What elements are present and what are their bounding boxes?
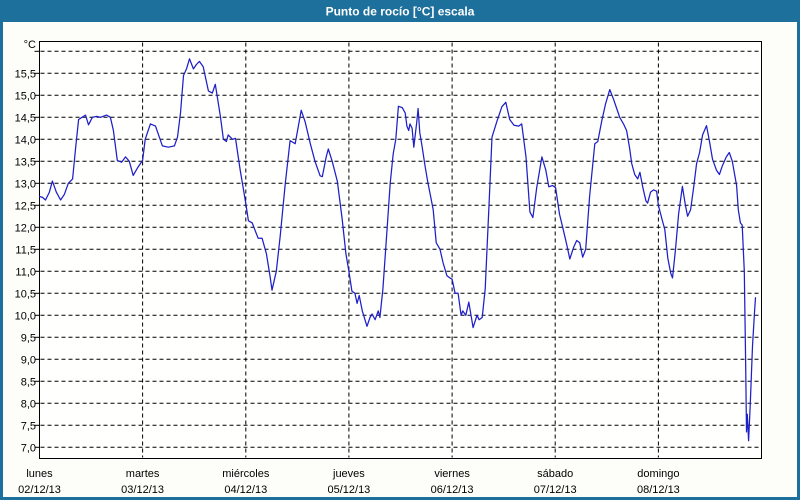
y-tick-label: 12,5 [15, 200, 36, 212]
day-date-label: 02/12/13 [18, 484, 61, 496]
day-date-label: 06/12/13 [431, 484, 474, 496]
y-tick-label: 7,0 [21, 442, 36, 454]
y-tick-label: 15,5 [15, 68, 36, 80]
plot-area [39, 41, 762, 459]
horizontal-gridlines [40, 50, 761, 448]
day-date-label: 08/12/13 [637, 484, 680, 496]
day-name-label: domingo [637, 468, 679, 480]
y-tick-label: 12,0 [15, 222, 36, 234]
y-axis-unit-label: °C [24, 39, 36, 51]
y-tick-label: 14,5 [15, 112, 36, 124]
day-name-label: jueves [332, 468, 365, 480]
y-tick-label: 11,5 [15, 244, 36, 256]
window-title: Punto de rocío [°C] escala [326, 5, 475, 19]
day-date-label: 07/12/13 [534, 484, 577, 496]
day-date-label: 05/12/13 [327, 484, 370, 496]
y-tick-label: 8,0 [21, 398, 36, 410]
y-tick-label: 15,0 [15, 90, 36, 102]
y-tick-label: 11,0 [15, 266, 36, 278]
day-name-label: viernes [434, 468, 470, 480]
y-tick-label: 13,0 [15, 178, 36, 190]
y-axis-labels: 15,5 15,0 14,5 14,0 13,5 13,0 12,5 12,0 11,5 11,0… [15, 68, 36, 454]
vertical-gridlines [142, 42, 659, 458]
x-axis-labels: lunes 02/12/13 martes 03/12/13 miércoles 04/1… [18, 468, 680, 496]
dewpoint-line [38, 58, 757, 442]
y-tick-label: 14,0 [15, 134, 36, 146]
title-bar [0, 0, 800, 22]
day-date-label: 04/12/13 [224, 484, 267, 496]
day-name-label: miércoles [222, 468, 270, 480]
y-tick-label: 9,0 [21, 354, 36, 366]
y-tick-label: 9,5 [21, 332, 36, 344]
day-name-label: sábado [537, 468, 573, 480]
day-date-label: 03/12/13 [121, 484, 164, 496]
y-tick-label: 10,5 [15, 288, 36, 300]
y-tick-label: 13,5 [15, 156, 36, 168]
y-tick-label: 8,5 [21, 376, 36, 388]
day-name-label: lunes [26, 468, 53, 480]
y-axis-ticks [34, 50, 40, 448]
day-name-label: martes [126, 468, 160, 480]
y-tick-label: 7,5 [21, 420, 36, 432]
y-tick-label: 10,0 [15, 310, 36, 322]
